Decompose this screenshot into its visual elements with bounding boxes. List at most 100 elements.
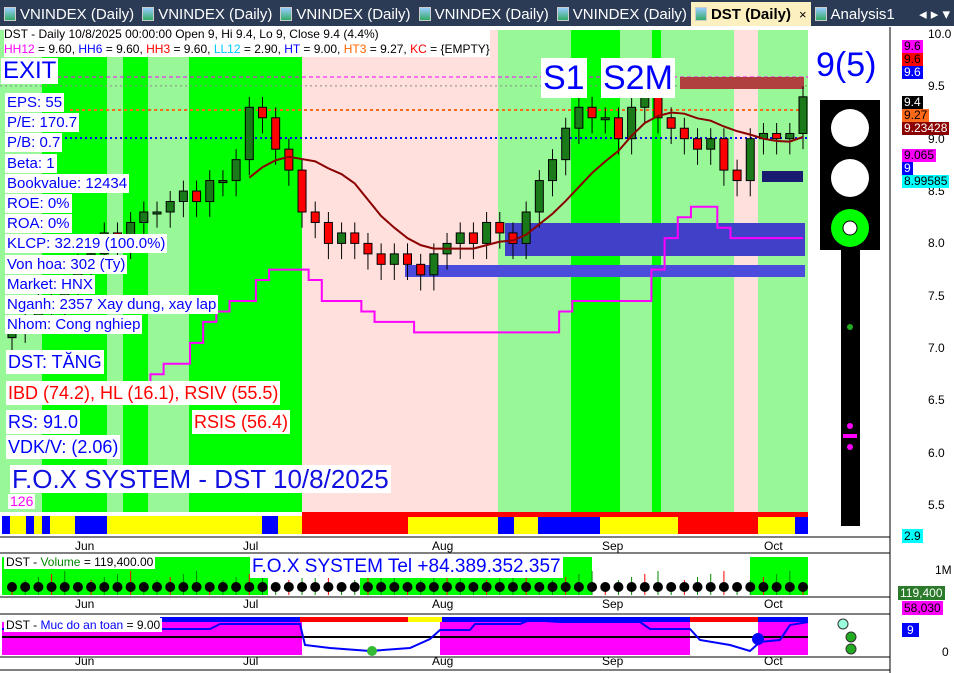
tab-4[interactable]: VNINDEX (Daily) [553, 2, 691, 26]
month-label: Aug [432, 597, 454, 611]
safety-strip [442, 617, 690, 622]
tab-label: DST (Daily) [710, 5, 791, 23]
chart-icon [280, 7, 293, 21]
chart-icon [694, 7, 707, 21]
safety-band [440, 622, 690, 655]
zone-marker [762, 171, 803, 182]
tab-label: VNINDEX (Daily) [434, 5, 549, 23]
safety-line [2, 618, 809, 653]
candle-body [719, 138, 729, 171]
month-label: Jun [75, 654, 95, 668]
candle-body [600, 117, 610, 121]
chart-icon [418, 7, 431, 21]
candle-body [376, 253, 386, 265]
price-tick: 6.5 [928, 393, 945, 408]
safety-strip [758, 617, 808, 622]
volume-dot [771, 582, 782, 592]
volume-dot [231, 582, 242, 592]
level-part: = 9.27, [366, 42, 411, 56]
candle-body [416, 263, 426, 276]
level-part: HT [284, 42, 301, 56]
price-tag: 9.4 [902, 95, 923, 109]
candle-body [561, 127, 571, 161]
tab-2[interactable]: VNINDEX (Daily) [276, 2, 414, 26]
safety-axis-label: 0 [942, 645, 949, 659]
candle-body [798, 96, 808, 134]
volume-dot [784, 582, 795, 592]
contact-banner: F.O.X SYSTEM Tel +84.389.352.357 [250, 555, 563, 578]
signal-strip-segment [262, 516, 278, 534]
candle-body [640, 96, 650, 108]
s2m-label: S2M [601, 58, 675, 98]
tab-1[interactable]: VNINDEX (Daily) [138, 2, 276, 26]
candle-body [205, 180, 215, 203]
candle-body [574, 106, 584, 129]
price-tick: 6.0 [928, 445, 945, 460]
volume-dot [165, 582, 176, 592]
volume-dot [626, 582, 637, 592]
resistance-zone [680, 77, 804, 89]
candle-body [363, 242, 373, 255]
fundamental-item: P/B: 0.7 [5, 133, 63, 153]
vdk-label: VDK/V: (2.06) [6, 435, 121, 459]
chart-icon [814, 7, 827, 21]
tab-3[interactable]: VNINDEX (Daily) [415, 2, 553, 26]
candle-body [218, 180, 228, 184]
tab-0[interactable]: VNINDEX (Daily) [0, 2, 138, 26]
tab-label: VNINDEX (Daily) [572, 5, 687, 23]
level-part: LL12 [213, 42, 241, 56]
tab-6[interactable]: Analysis1 [811, 2, 899, 26]
volume-dot [613, 582, 624, 592]
month-label: Jun [75, 597, 95, 611]
signal-strip-segment [514, 516, 538, 534]
safety-band [758, 622, 808, 655]
rsis-label: RSIS (56.4) [192, 410, 291, 434]
tab-5[interactable]: DST (Daily) × [690, 2, 811, 26]
fundamental-item: Nganh: 2357 Xay dung, xay lap [5, 295, 219, 314]
chart-icon [556, 7, 569, 21]
pole-dot [847, 444, 853, 450]
volume-axis-label: 1M [935, 563, 952, 577]
month-label: Jul [243, 597, 259, 611]
volume-dot [494, 582, 505, 592]
volume-dot [428, 582, 439, 592]
chart-icon [142, 7, 155, 21]
candle-body [468, 232, 478, 244]
candle-body [192, 190, 202, 203]
tab-label: VNINDEX (Daily) [20, 5, 135, 23]
volume-dot [534, 582, 545, 592]
candle-body [310, 211, 320, 223]
price-tag: 9.23428 [902, 121, 950, 135]
close-tab-icon[interactable]: × [798, 6, 807, 22]
support-zone-2 [405, 265, 805, 277]
signal-strip-segment [50, 516, 75, 534]
level-part: = 9.00, [300, 42, 344, 56]
volume-name: Volume [40, 555, 81, 569]
volume-dot [72, 582, 83, 592]
volume-dot [745, 582, 756, 592]
volume-dot [283, 582, 294, 592]
fundamental-item: Market: HNX [5, 274, 95, 294]
safety-dot [837, 618, 849, 630]
signal-strip-segment [600, 516, 678, 534]
candle-body [666, 117, 676, 129]
volume-dot [798, 582, 808, 592]
signal-strip-segment [10, 516, 26, 534]
light-center [842, 220, 858, 236]
fundamental-item: Nhom: Cong nghiep [5, 315, 143, 335]
pole-dot [847, 423, 853, 429]
safety-dot [845, 643, 857, 655]
tab-scroll-arrows[interactable]: ◂ ▸ ▾ [919, 6, 950, 23]
signal-strip-segment [498, 516, 514, 534]
background-band [148, 30, 189, 512]
volume-dot [758, 582, 769, 592]
month-label: Jul [243, 654, 259, 668]
volume-dot [442, 582, 453, 592]
month-label: Jun [75, 539, 95, 553]
fundamental-item: ROA: 0% [5, 214, 72, 234]
safety-dot [845, 631, 857, 643]
fundamental-item: EPS: 55 [5, 93, 65, 112]
signal-label: EXIT [1, 57, 59, 84]
volume-dot [692, 582, 703, 592]
